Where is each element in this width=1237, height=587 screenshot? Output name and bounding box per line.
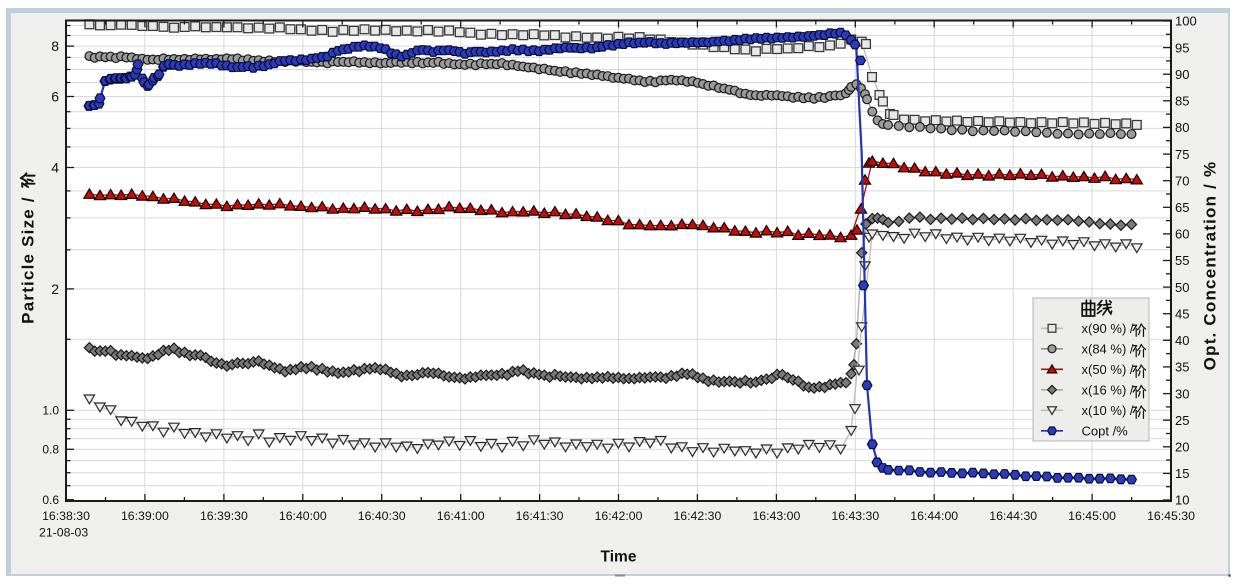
svg-text:90: 90: [1175, 67, 1189, 82]
svg-text:25: 25: [1175, 413, 1189, 428]
svg-text:x(84 %) /: x(84 %) /: [1082, 341, 1134, 356]
svg-text:16:43:00: 16:43:00: [752, 509, 800, 523]
svg-text:30: 30: [1175, 386, 1189, 401]
svg-text:65: 65: [1175, 200, 1189, 215]
svg-text:95: 95: [1175, 40, 1189, 55]
svg-text:16:41:00: 16:41:00: [437, 509, 485, 523]
svg-text:16:40:30: 16:40:30: [358, 509, 406, 523]
svg-text:x(90 %) /: x(90 %) /: [1082, 321, 1134, 336]
svg-text:16:42:00: 16:42:00: [595, 509, 643, 523]
svg-text:1.0: 1.0: [42, 404, 59, 418]
svg-text:16:45:30: 16:45:30: [1147, 509, 1195, 523]
svg-text:16:39:00: 16:39:00: [121, 509, 169, 523]
svg-text:8: 8: [51, 38, 59, 54]
svg-text:16:44:00: 16:44:00: [910, 509, 958, 523]
svg-text:Opt. Concentration / %: Opt. Concentration / %: [1201, 161, 1220, 371]
svg-text:15: 15: [1175, 466, 1189, 481]
svg-text:50: 50: [1175, 280, 1189, 295]
svg-text:45: 45: [1175, 306, 1189, 321]
svg-text:6: 6: [51, 88, 59, 104]
svg-text:100: 100: [1175, 14, 1197, 29]
svg-text:16:40:00: 16:40:00: [279, 509, 327, 523]
svg-text:16:39:30: 16:39:30: [200, 509, 248, 523]
svg-text:16:42:30: 16:42:30: [673, 509, 721, 523]
svg-text:16:38:30: 16:38:30: [42, 509, 90, 523]
svg-text:75: 75: [1175, 147, 1189, 162]
svg-text:Particle Size /: Particle Size /: [19, 196, 38, 324]
svg-text:10: 10: [1175, 493, 1189, 508]
svg-text:0.6: 0.6: [42, 493, 59, 507]
svg-text:60: 60: [1175, 227, 1189, 242]
svg-text:21-08-03: 21-08-03: [39, 526, 88, 540]
svg-text:55: 55: [1175, 253, 1189, 268]
svg-text:Time: Time: [601, 549, 637, 566]
svg-text:70: 70: [1175, 173, 1189, 188]
svg-text:40: 40: [1175, 333, 1189, 348]
svg-text:x(50 %) /: x(50 %) /: [1082, 362, 1134, 377]
svg-text:85: 85: [1175, 94, 1189, 109]
svg-text:x(10 %) /: x(10 %) /: [1082, 403, 1134, 418]
svg-text:2: 2: [51, 281, 59, 297]
svg-text:16:44:30: 16:44:30: [989, 509, 1037, 523]
svg-text:16:45:00: 16:45:00: [1068, 509, 1116, 523]
svg-text:16:41:30: 16:41:30: [516, 509, 564, 523]
svg-text:20: 20: [1175, 440, 1189, 455]
svg-text:0.8: 0.8: [42, 443, 59, 457]
svg-text:x(16 %) /: x(16 %) /: [1082, 382, 1134, 397]
svg-text:80: 80: [1175, 120, 1189, 135]
svg-text:16:43:30: 16:43:30: [831, 509, 879, 523]
svg-text:4: 4: [51, 159, 59, 175]
svg-text:Copt /%: Copt /%: [1082, 423, 1129, 438]
svg-text:35: 35: [1175, 360, 1189, 375]
